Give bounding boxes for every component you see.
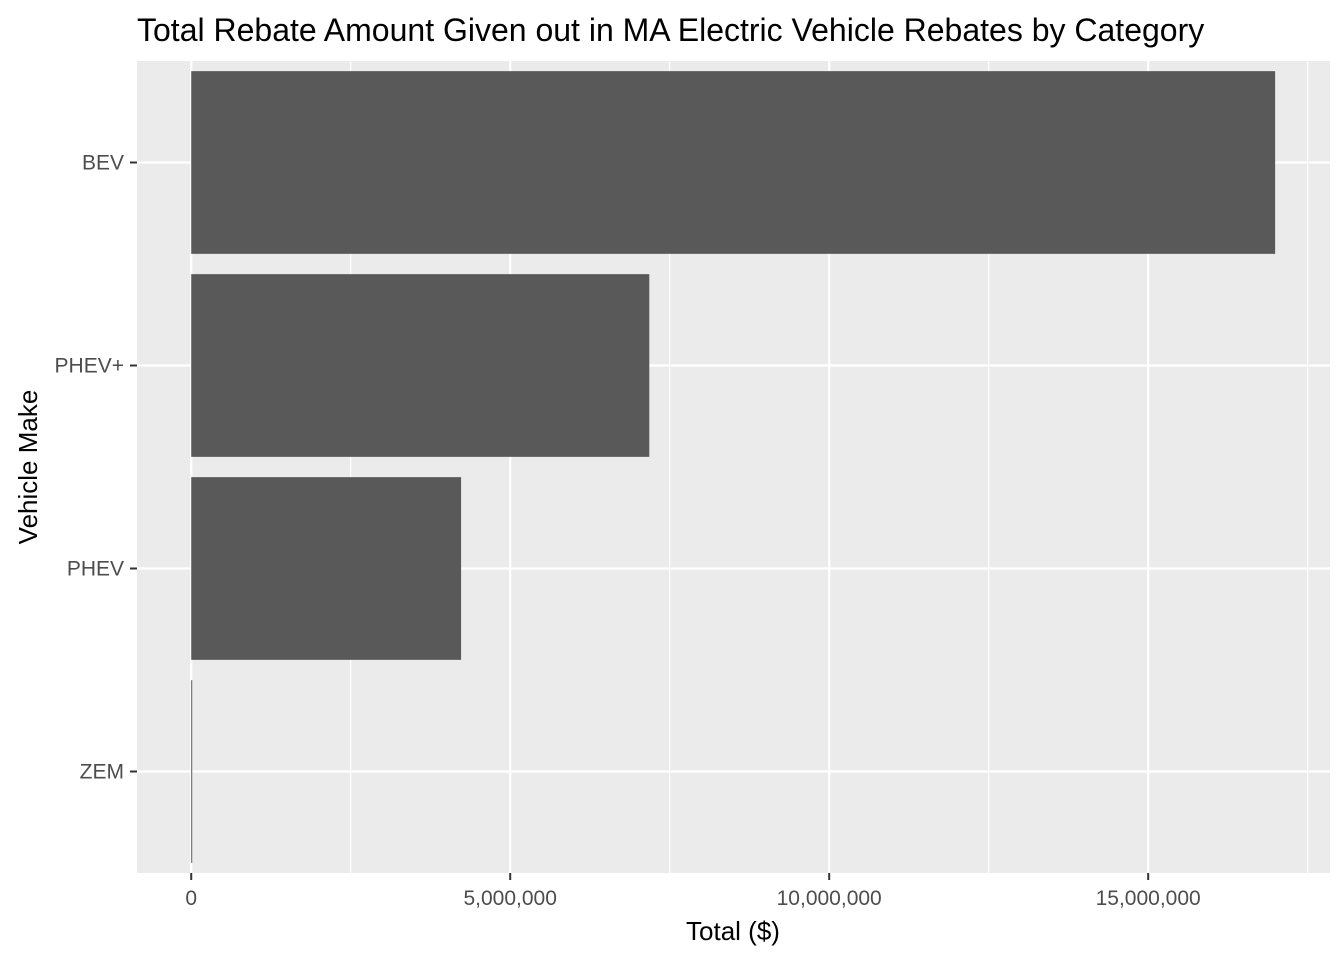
bars bbox=[191, 71, 1276, 863]
x-tick-label: 0 bbox=[185, 887, 197, 910]
bar-zem bbox=[191, 680, 193, 863]
x-tick-label: 5,000,000 bbox=[463, 887, 556, 910]
y-tick-label: PHEV bbox=[67, 558, 124, 581]
bar-bev bbox=[191, 71, 1276, 254]
bar-phev- bbox=[191, 274, 650, 457]
y-tick-label: BEV bbox=[82, 152, 124, 175]
y-axis: BEV PHEV+ PHEV ZEM bbox=[55, 152, 137, 784]
x-axis: 0 5,000,000 10,000,000 15,000,000 bbox=[185, 873, 1201, 910]
y-axis-label: Vehicle Make bbox=[13, 390, 43, 545]
y-tick-label: ZEM bbox=[80, 761, 124, 784]
y-tick-label: PHEV+ bbox=[55, 355, 124, 378]
chart-title: Total Rebate Amount Given out in MA Elec… bbox=[137, 12, 1204, 48]
x-tick-label: 10,000,000 bbox=[777, 887, 882, 910]
x-axis-label: Total ($) bbox=[686, 916, 780, 946]
bar-phev bbox=[191, 477, 462, 660]
x-tick-label: 15,000,000 bbox=[1096, 887, 1201, 910]
